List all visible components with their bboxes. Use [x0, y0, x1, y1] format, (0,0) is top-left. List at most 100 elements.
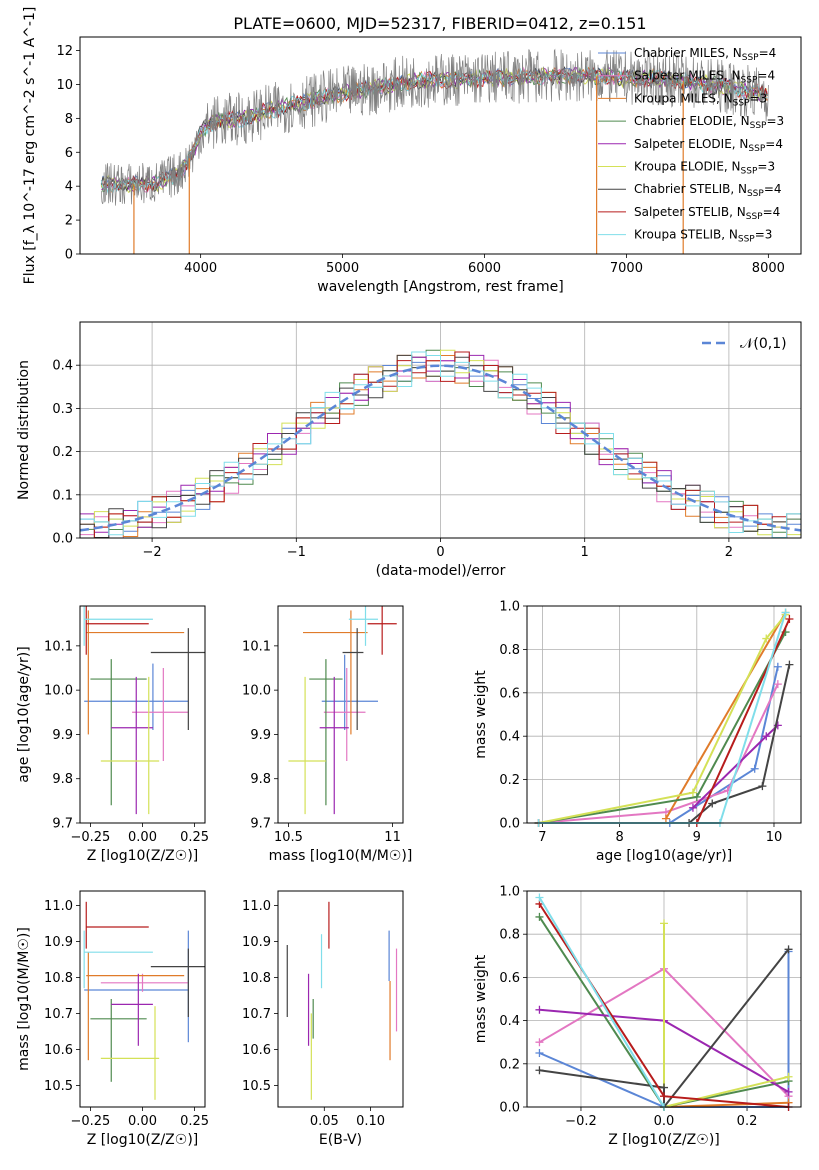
- y-tick-label: 0.6: [499, 971, 520, 986]
- y-tick-label: 0.2: [499, 773, 520, 788]
- x-axis-label: (data-model)/error: [376, 563, 506, 579]
- mass-vs-Z-panel: −0.25 0.00 0.25 10.5 10.6 10.7 10.8 10.9 11.0 Z […: [16, 890, 209, 1148]
- x-axis-label: wavelength [Angstrom, rest frame]: [317, 279, 563, 295]
- y-tick-label: 10: [56, 78, 73, 93]
- y-tick-label: 10.6: [242, 1043, 271, 1058]
- x-tick-label: 10.5: [274, 830, 303, 845]
- x-tick-label: 0.00: [128, 1114, 157, 1129]
- y-tick-label: 9.7: [52, 817, 73, 832]
- x-axis-label: age [log10(age/yr)]: [596, 848, 732, 864]
- y-tick-label: 0.0: [52, 532, 73, 547]
- y-tick-label: 1.0: [499, 885, 520, 900]
- x-tick-label: 7: [538, 830, 546, 845]
- mass-weight-vs-age-panel: 7 8 9 10 0.0 0.2 0.4 0.6 0.8 1.0 age [log10(age/yr…: [473, 600, 802, 864]
- mass-vs-Z-plot-area: [83, 901, 205, 1100]
- errorbar-point: [83, 930, 153, 989]
- model-spectrum-line: [100, 66, 768, 193]
- mass-weight-marker: [535, 1038, 544, 1047]
- residuals-plot-area: [80, 349, 801, 538]
- x-tick-label: 8: [615, 830, 623, 845]
- y-tick-label: 0.1: [52, 488, 73, 503]
- mass-weight-marker: [660, 1083, 668, 1092]
- y-tick-label: 0.2: [499, 1057, 520, 1072]
- model-spectrum-line: [100, 65, 768, 195]
- mass-weight-marker: [660, 919, 668, 928]
- mass-weight-marker: [688, 803, 697, 812]
- y-tick-label: 0: [65, 248, 73, 263]
- mass-weight-marker: [535, 912, 544, 921]
- y-tick-label: 10.8: [44, 971, 73, 986]
- x-axis-label: Z [log10(Z/Z☉)]: [608, 1132, 720, 1148]
- x-tick-label: 0.10: [356, 1114, 385, 1129]
- legend-label: 𝒩(0,1): [740, 336, 787, 352]
- legend-label: Chabrier MILES, NSSP=4: [634, 46, 776, 63]
- y-tick-label: 0.0: [499, 1101, 520, 1116]
- errorbar-point: [367, 606, 397, 655]
- y-tick-label: 10.0: [242, 684, 271, 699]
- x-axis-label: mass [log10(M/M☉)]: [269, 848, 413, 864]
- mass-weight-line: [538, 683, 779, 824]
- mass-weight-marker: [535, 893, 544, 902]
- y-tick-label: 0.2: [52, 445, 73, 460]
- plot-frame: [526, 605, 802, 824]
- errorbar-point: [132, 668, 189, 761]
- mass-weight-marker: [784, 1087, 793, 1096]
- y-tick-label: 9.9: [52, 728, 73, 743]
- errorbar-point: [111, 973, 153, 1046]
- x-tick-label: 8000: [752, 261, 785, 276]
- errorbar-point: [150, 628, 205, 730]
- y-tick-label: 10.7: [44, 1007, 73, 1022]
- plot-frame: [79, 890, 206, 1108]
- x-tick-label: 0.25: [180, 1114, 209, 1129]
- y-tick-label: 0.6: [499, 686, 520, 701]
- y-tick-label: 10.1: [44, 639, 73, 654]
- y-tick-label: 0.8: [499, 928, 520, 943]
- errorbar-point: [85, 606, 149, 655]
- plot-frame: [79, 36, 802, 255]
- y-axis-label: age [log10(age/yr)]: [16, 646, 32, 782]
- mass-weight-marker: [773, 680, 782, 689]
- y-tick-label: 9.8: [52, 772, 73, 787]
- mass-weight-marker: [692, 792, 701, 801]
- errorbar-point: [83, 606, 153, 646]
- errorbar-point: [86, 610, 185, 735]
- errorbar-point: [90, 659, 147, 806]
- mass-weight-marker: [785, 660, 794, 669]
- x-tick-label: −2: [143, 545, 162, 560]
- x-tick-label: 1: [581, 545, 589, 560]
- errorbar-point: [288, 676, 326, 815]
- x-tick-label: 10: [766, 830, 783, 845]
- errorbar-point: [100, 1006, 160, 1100]
- legend-label: Chabrier ELODIE, NSSP=3: [634, 114, 784, 131]
- mass-weight-marker: [758, 782, 767, 791]
- y-tick-label: 10.8: [242, 971, 271, 986]
- x-tick-label: −0.25: [70, 830, 110, 845]
- mass-weight-marker: [535, 1005, 544, 1014]
- x-tick-label: −0.2: [565, 1114, 597, 1129]
- y-tick-label: 11.0: [44, 899, 73, 914]
- plot-frame: [79, 605, 206, 824]
- x-tick-label: 9: [693, 830, 701, 845]
- mass-weight-line: [663, 1101, 789, 1108]
- x-axis-label: Z [log10(Z/Z☉)]: [87, 848, 199, 864]
- y-axis-label: Flux [f_λ 10^-17 erg cm^-2 s^-1 A^-1]: [22, 7, 38, 285]
- mass-vs-EBV-panel: 0.05 0.10 10.5 10.6 10.7 10.8 10.9 11.0 E(B-V): [242, 890, 404, 1148]
- y-tick-label: 11.0: [242, 899, 271, 914]
- x-tick-label: 5000: [326, 261, 359, 276]
- x-tick-label: 6000: [468, 261, 501, 276]
- legend-label: Chabrier STELIB, NSSP=4: [634, 182, 782, 199]
- residuals-panel: −2 −1 0 1 2 0.0 0.1 0.2 0.3 0.4 (data-model)/error…: [16, 321, 802, 579]
- x-tick-label: 0.0: [654, 1114, 675, 1129]
- y-axis-label: Normed distribution: [16, 360, 32, 500]
- y-tick-label: 10.5: [242, 1079, 271, 1094]
- y-tick-label: 9.8: [250, 772, 271, 787]
- errorbar-point: [319, 676, 349, 815]
- mass-weight-marker: [773, 662, 782, 671]
- age-vs-Z-plot-area: [83, 606, 205, 815]
- errorbar-point: [342, 628, 364, 730]
- errorbar-point: [86, 952, 185, 1061]
- observed-spectrum-line: [100, 48, 769, 206]
- normal-curve: [80, 364, 801, 532]
- y-tick-label: 0.0: [499, 817, 520, 832]
- errorbar-point: [323, 668, 366, 761]
